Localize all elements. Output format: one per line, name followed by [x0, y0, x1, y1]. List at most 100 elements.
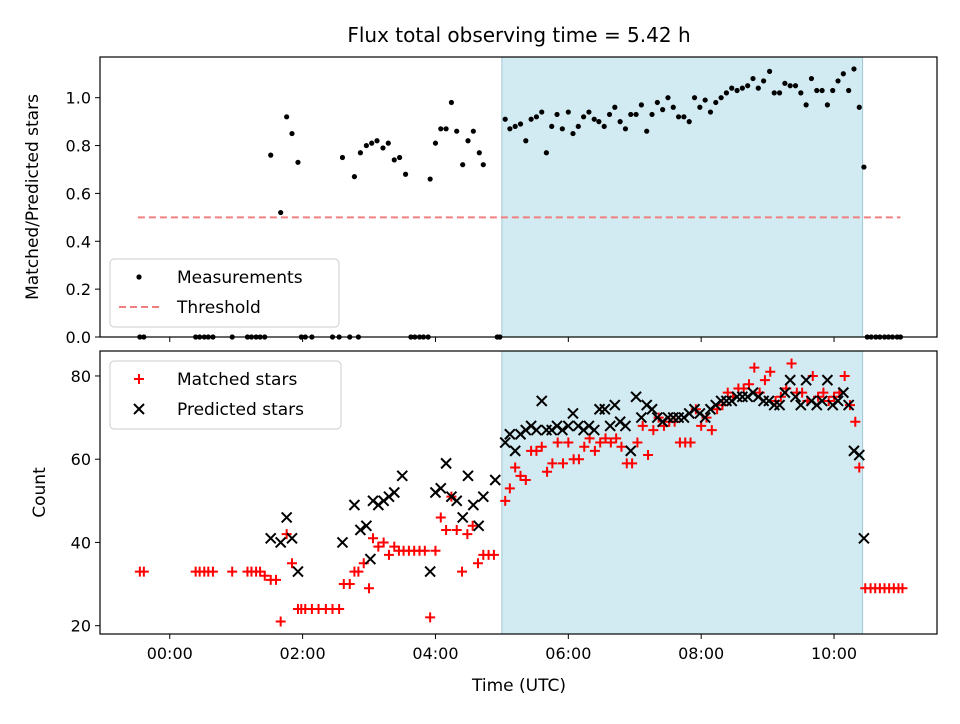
- x-tick-label: 10:00: [811, 644, 857, 663]
- matched-star-point: [441, 524, 452, 535]
- measurement-point: [369, 140, 375, 146]
- predicted-star-point: [588, 424, 600, 436]
- predicted-star-point: [504, 428, 516, 440]
- matched-star-point: [334, 604, 345, 615]
- matched-star-point: [839, 370, 850, 381]
- measurement-point: [448, 99, 455, 106]
- measurement-point: [339, 154, 346, 161]
- matched-star-point: [259, 570, 270, 581]
- measurement-point: [628, 111, 634, 118]
- measurement-point: [691, 95, 698, 101]
- top-plot-frame: [99, 56, 938, 338]
- measurement-point: [771, 90, 777, 96]
- measurement-point: [824, 102, 830, 108]
- measurement-point: [798, 90, 804, 96]
- measurement-point: [606, 111, 613, 118]
- measurement-point: [840, 71, 846, 77]
- matched-star-point: [425, 612, 436, 623]
- matched-star-point: [818, 387, 829, 398]
- measurement-point: [612, 104, 618, 110]
- bottom-y-tick-label: 60: [71, 450, 91, 469]
- predicted-star-point: [536, 395, 548, 407]
- matched-star-point: [510, 462, 521, 473]
- measurement-point: [835, 78, 841, 84]
- measurement-point: [633, 111, 639, 118]
- predicted-star-point: [467, 499, 480, 511]
- predicted-star-point: [556, 424, 569, 436]
- measurement-point: [808, 75, 815, 82]
- matched-star-point: [364, 583, 375, 594]
- measurement-point: [454, 128, 460, 134]
- measurement-point: [284, 114, 290, 120]
- matched-star-point: [286, 558, 297, 569]
- matched-star-point: [275, 616, 286, 627]
- measurement-point: [512, 123, 518, 130]
- measurement-point: [476, 150, 482, 156]
- matched-star-point: [558, 458, 569, 469]
- matched-star-point: [706, 425, 717, 436]
- measurement-point: [745, 83, 751, 89]
- measurement-point: [438, 126, 444, 132]
- measurement-point: [707, 109, 714, 115]
- measurement-point: [380, 145, 386, 151]
- matched-star-point: [353, 566, 364, 577]
- measurement-point: [507, 126, 513, 132]
- legend-label: Matched stars: [177, 370, 297, 390]
- measurement-point: [596, 119, 602, 125]
- top-shaded-span: [501, 56, 864, 338]
- matched-star-point: [573, 454, 584, 465]
- measurement-point: [385, 140, 391, 146]
- legend-marker-measurements: [136, 274, 142, 280]
- top-legend-box: [109, 258, 340, 328]
- measurement-point: [565, 109, 571, 115]
- predicted-star-point: [477, 490, 490, 503]
- matched-star-point: [589, 445, 600, 456]
- predicted-star-point: [292, 565, 304, 578]
- matched-star-point: [536, 441, 547, 452]
- measurement-point: [402, 171, 409, 177]
- matched-star-point: [600, 433, 611, 444]
- measurement-point: [523, 138, 529, 144]
- matched-star-point: [897, 583, 908, 594]
- x-tick-label: 04:00: [412, 644, 458, 663]
- predicted-star-point: [462, 470, 474, 482]
- bottom-y-axis-label: Count: [30, 467, 50, 518]
- predicted-star-point: [837, 386, 850, 399]
- predicted-star-point: [635, 411, 648, 424]
- measurement-point: [702, 97, 708, 103]
- measurement-point: [351, 174, 358, 180]
- measurement-point: [734, 87, 740, 94]
- panel-ratio: 0.0 0.2 0.4 0.6 0.8 1.0 Matched/Predicted star…: [23, 56, 938, 347]
- predicted-star-point: [336, 536, 349, 549]
- predicted-star-point: [348, 499, 361, 511]
- matched-star-point: [765, 366, 776, 377]
- bottom-plot-frame: [99, 350, 938, 635]
- predicted-star-point: [499, 436, 511, 449]
- measurement-point: [675, 114, 682, 120]
- predicted-star-point: [800, 374, 812, 386]
- top-y-tick-label: 0.4: [66, 232, 91, 251]
- matched-star-point: [368, 533, 379, 544]
- predicted-star-point: [842, 399, 855, 411]
- predicted-star-point: [604, 420, 616, 432]
- matched-star-point: [579, 441, 590, 452]
- measurement-point: [517, 121, 524, 127]
- matched-star-point: [786, 358, 797, 369]
- measurement-point: [830, 87, 836, 94]
- measurement-point: [575, 123, 581, 130]
- measurement-point: [851, 66, 857, 72]
- predicted-star-point: [599, 403, 611, 415]
- top-y-tick-label: 1.0: [66, 89, 91, 108]
- matched-star-point: [472, 558, 483, 569]
- measurement-point: [622, 126, 629, 132]
- predicted-star-point: [424, 565, 436, 578]
- chart-title: Flux total observing time = 5.42 h: [347, 23, 690, 47]
- measurement-point: [268, 152, 274, 158]
- matched-star-point: [552, 437, 563, 448]
- measurement-point: [856, 104, 862, 110]
- measurement-point: [559, 126, 565, 132]
- measurement-point: [533, 114, 540, 120]
- matched-star-point: [488, 549, 499, 560]
- predicted-star-point: [832, 395, 844, 407]
